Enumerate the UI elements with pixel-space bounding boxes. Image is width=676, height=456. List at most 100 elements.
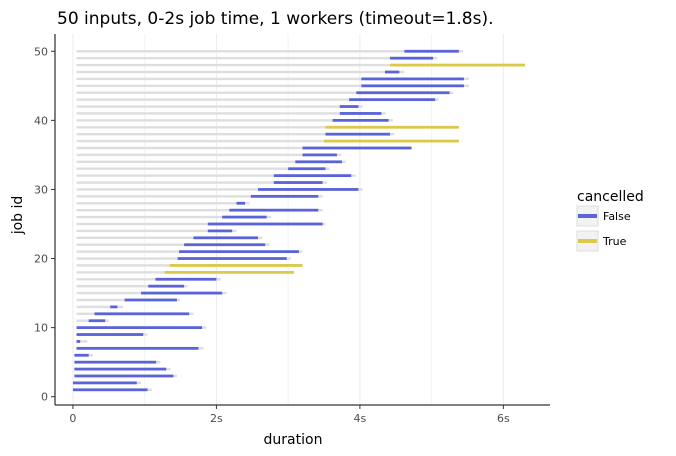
job-35-wait-segment: [76, 153, 342, 157]
job-34-wait-segment: [76, 160, 346, 164]
job-6-run-segment: [74, 353, 89, 357]
job-40-wait-segment: [76, 119, 393, 122]
job-34-run-segment: [295, 160, 342, 164]
legend: cancelled False True: [576, 189, 644, 252]
x-tick-label: 4s: [354, 412, 367, 425]
job-32-wait-segment: [76, 174, 356, 177]
y-tick-label: 10: [34, 322, 48, 335]
job-1-run-segment: [72, 388, 148, 392]
job-5-run-segment: [74, 360, 157, 364]
chart-title: 50 inputs, 0-2s job time, 1 workers (tim…: [57, 9, 494, 29]
job-50-wait-segment: [76, 50, 464, 53]
job-43-run-segment: [349, 98, 436, 102]
legend-label-true: True: [602, 235, 627, 248]
legend-item-true: True: [576, 230, 627, 252]
grid-lines: [72, 34, 504, 405]
job-29-run-segment: [250, 194, 319, 198]
job-23-wait-segment: [76, 236, 263, 240]
job-44-run-segment: [356, 91, 450, 95]
job-22-wait-segment: [76, 243, 270, 246]
job-12-run-segment: [94, 312, 190, 316]
x-axis-ticks: 0 2s 4s 6s: [69, 405, 510, 425]
job-17-run-segment: [155, 277, 217, 281]
job-13-wait-segment: [76, 305, 124, 309]
job-31-wait-segment: [76, 181, 327, 184]
job-24-run-segment: [207, 229, 233, 233]
job-8-wait-segment: [76, 340, 88, 343]
job-21-run-segment: [179, 250, 299, 254]
job-30-run-segment: [258, 188, 359, 191]
job-35-run-segment: [302, 153, 337, 157]
job-37-run-segment: [324, 139, 459, 143]
job-27-run-segment: [229, 208, 319, 212]
job-13-run-segment: [110, 305, 118, 309]
job-49-wait-segment: [76, 56, 438, 60]
y-tick-label: 20: [34, 253, 48, 266]
job-42-wait-segment: [76, 105, 363, 108]
job-42-run-segment: [339, 105, 359, 108]
y-tick-label: 40: [34, 114, 48, 127]
plot-area: [72, 34, 525, 405]
y-tick-label: 0: [41, 391, 48, 404]
job-49-run-segment: [390, 56, 434, 60]
job-48-run-segment: [390, 63, 525, 67]
job-2-run-segment: [72, 381, 137, 385]
job-31-run-segment: [273, 181, 323, 184]
job-19-run-segment: [169, 264, 303, 267]
x-tick-label: 0: [69, 412, 76, 425]
legend-title: cancelled: [577, 189, 644, 205]
y-tick-label: 30: [34, 183, 48, 196]
job-43-wait-segment: [76, 98, 439, 101]
job-37-wait-segment: [76, 139, 459, 143]
job-22-run-segment: [184, 243, 266, 247]
job-47-wait-segment: [76, 70, 405, 74]
job-41-wait-segment: [76, 112, 386, 115]
job-14-run-segment: [124, 298, 177, 302]
job-7-run-segment: [76, 346, 199, 350]
job-33-run-segment: [288, 167, 326, 171]
job-9-run-segment: [76, 333, 144, 336]
job-41-run-segment: [339, 112, 382, 115]
job-46-wait-segment: [76, 77, 469, 81]
job-30-wait-segment: [76, 188, 363, 191]
job-18-run-segment: [164, 270, 294, 274]
job-15-run-segment: [141, 291, 223, 295]
job-44-wait-segment: [76, 91, 454, 94]
legend-key-true-swatch: [578, 239, 597, 243]
job-39-wait-segment: [76, 126, 459, 129]
job-11-run-segment: [88, 319, 106, 323]
job-26-wait-segment: [76, 215, 271, 219]
job-23-run-segment: [193, 236, 259, 240]
legend-key-false-swatch: [578, 214, 597, 218]
y-axis-title: job id: [10, 196, 26, 236]
job-50-run-segment: [404, 49, 459, 53]
job-36-wait-segment: [76, 146, 412, 150]
job-48-wait-segment: [76, 63, 525, 67]
job-38-run-segment: [325, 132, 391, 136]
job-24-wait-segment: [76, 229, 237, 233]
job-8-run-segment: [76, 340, 81, 343]
job-47-run-segment: [385, 70, 400, 74]
job-17-wait-segment: [76, 278, 221, 281]
job-28-run-segment: [236, 201, 246, 205]
job-3-run-segment: [74, 374, 174, 378]
job-4-run-segment: [74, 367, 167, 371]
background-segments: [76, 50, 525, 392]
job-45-wait-segment: [76, 84, 469, 88]
x-tick-label: 6s: [497, 412, 510, 425]
job-16-wait-segment: [76, 284, 188, 288]
job-segments: [72, 49, 525, 392]
job-16-run-segment: [148, 284, 185, 288]
job-36-run-segment: [302, 146, 412, 150]
x-tick-label: 2s: [210, 412, 223, 425]
legend-label-false: False: [603, 210, 631, 223]
job-45-run-segment: [361, 84, 464, 88]
job-32-run-segment: [273, 174, 352, 178]
job-25-wait-segment: [76, 222, 326, 226]
job-40-run-segment: [332, 118, 389, 122]
y-axis-ticks: 0 10 20 30 40 50: [34, 45, 55, 404]
job-26-run-segment: [222, 215, 267, 219]
job-38-wait-segment: [76, 132, 395, 136]
x-axis-title: duration: [264, 432, 323, 448]
